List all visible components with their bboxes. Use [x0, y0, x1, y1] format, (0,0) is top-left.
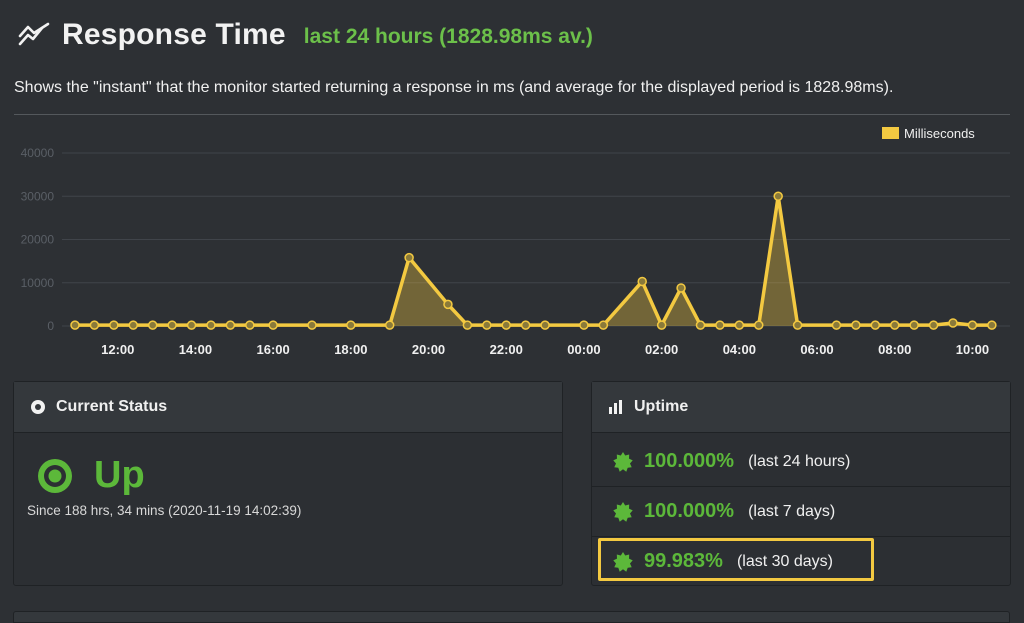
status-since: Since 188 hrs, 34 mins (2020-11-19 14:02…: [27, 503, 302, 518]
data-point: [540, 320, 550, 330]
y-tick-label: 20000: [21, 233, 55, 247]
uptime-period: (last 30 days): [736, 552, 834, 570]
x-tick-label: 18:00: [334, 342, 367, 357]
bar-chart-icon: [609, 400, 622, 414]
uptime-period: (last 7 days): [748, 502, 836, 520]
current-status-panel: Current Status Up Since 188 hrs, 34 mins…: [13, 381, 563, 586]
data-point: [754, 320, 764, 330]
data-point: [245, 320, 255, 330]
data-point: [128, 320, 139, 330]
data-point: [987, 320, 997, 330]
data-point: [851, 320, 861, 330]
data-point: [346, 320, 356, 330]
next-panel-edge: [13, 611, 1010, 623]
data-point: [268, 320, 278, 330]
series-line: [75, 194, 992, 327]
x-tick-label: 12:00: [101, 342, 134, 357]
data-point: [109, 320, 119, 330]
data-point: [206, 320, 216, 330]
page-title: Response Time: [62, 18, 286, 51]
response-time-chart[interactable]: 0 10000 20000 30000 40000 12:00 14:00 16:00 18:0…: [0, 118, 1024, 368]
data-point: [501, 320, 511, 330]
uptime-percent: 100.000%: [644, 500, 735, 522]
uptime-percent: 100.000%: [644, 450, 735, 472]
legend-label: Milliseconds: [904, 126, 975, 141]
uptime-row-24h: 100.000% (last 24 hours): [592, 437, 1010, 487]
data-point: [225, 320, 236, 330]
data-point: [928, 320, 939, 330]
y-tick-label: 10000: [21, 276, 55, 290]
data-point: [734, 320, 745, 330]
uptime-row-30d: 99.983% (last 30 days): [592, 537, 1010, 586]
data-point: [462, 320, 473, 330]
data-point: [676, 283, 686, 293]
badge-icon: [613, 451, 633, 472]
chart-description: Shows the "instant" that the monitor sta…: [14, 79, 894, 96]
uptime-header: Uptime: [592, 382, 1010, 433]
data-point: [656, 320, 667, 330]
x-tick-label: 20:00: [412, 342, 445, 357]
data-point: [909, 320, 919, 330]
data-point: [186, 320, 197, 330]
page-header: Response Time last 24 hours (1828.98ms a…: [18, 18, 593, 52]
status-indicator: Up: [36, 454, 145, 497]
badge-icon: [613, 501, 633, 522]
data-point: [948, 318, 958, 328]
data-point: [637, 276, 647, 287]
data-point: [598, 320, 609, 330]
data-point: [715, 320, 725, 330]
series-area: [75, 196, 992, 326]
data-point: [482, 320, 492, 330]
data-point: [70, 320, 80, 330]
badge-icon: [613, 551, 633, 572]
status-text: Up: [94, 454, 145, 496]
x-tick-label: 22:00: [490, 342, 523, 357]
data-point: [967, 320, 978, 330]
radio-dot-icon: [31, 400, 45, 414]
data-point: [89, 320, 100, 330]
divider: [14, 114, 1010, 115]
y-tick-label: 0: [47, 319, 54, 333]
data-point: [579, 320, 589, 330]
uptime-title: Uptime: [634, 398, 689, 415]
current-status-title: Current Status: [56, 398, 168, 415]
data-point: [520, 320, 531, 330]
uptime-row-7d: 100.000% (last 7 days): [592, 487, 1010, 537]
line-chart-icon: [18, 22, 50, 46]
current-status-header: Current Status: [14, 382, 562, 433]
uptime-panel: Uptime 100.000% (last 24 hours) 100.000%…: [591, 381, 1011, 586]
x-tick-label: 14:00: [179, 342, 212, 357]
data-point: [870, 320, 881, 330]
x-tick-label: 06:00: [800, 342, 833, 357]
x-tick-label: 00:00: [567, 342, 600, 357]
data-point: [147, 320, 158, 330]
data-point: [384, 320, 395, 330]
data-point: [889, 320, 900, 330]
x-tick-label: 16:00: [257, 342, 290, 357]
x-tick-label: 04:00: [723, 342, 756, 357]
data-point: [167, 320, 177, 330]
uptime-percent: 99.983%: [644, 550, 723, 572]
data-point: [404, 252, 414, 263]
data-point: [792, 320, 803, 330]
page-subtitle: last 24 hours (1828.98ms av.): [303, 25, 593, 48]
up-status-icon: [38, 458, 72, 493]
data-point: [307, 320, 317, 330]
data-point: [831, 320, 842, 330]
uptime-period: (last 24 hours): [748, 452, 851, 470]
y-tick-label: 40000: [21, 146, 55, 160]
data-point: [695, 320, 706, 330]
data-point: [443, 299, 453, 310]
data-point: [773, 191, 783, 201]
x-tick-label: 02:00: [645, 342, 678, 357]
legend-swatch: [882, 127, 899, 139]
y-tick-label: 30000: [21, 189, 55, 203]
x-tick-label: 08:00: [878, 342, 911, 357]
x-tick-label: 10:00: [956, 342, 989, 357]
